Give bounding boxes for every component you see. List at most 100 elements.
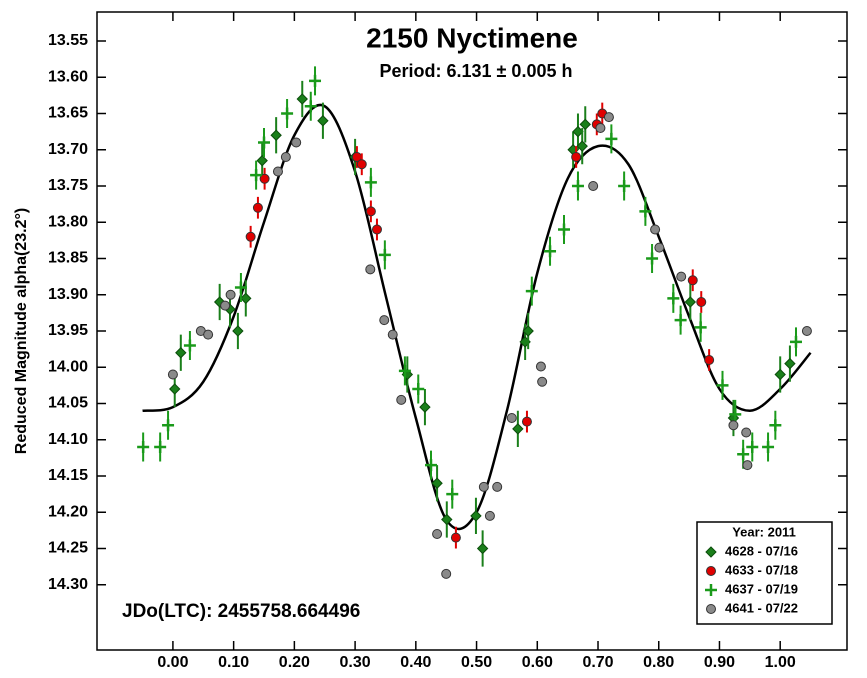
point: [250, 169, 263, 182]
point: [579, 118, 591, 131]
point: [220, 300, 231, 311]
x-tick-label: 0.00: [157, 654, 188, 671]
point: [240, 292, 252, 305]
y-tick-label: 14.25: [48, 540, 88, 557]
x-tick-label: 0.10: [218, 654, 249, 671]
point: [687, 275, 698, 286]
point: [259, 173, 270, 184]
point: [741, 427, 752, 438]
y-tick-label: 13.85: [48, 250, 88, 267]
y-tick-label: 13.70: [48, 141, 88, 158]
point: [484, 510, 495, 521]
point: [618, 180, 631, 192]
point: [280, 152, 291, 162]
point: [506, 413, 517, 423]
point: [571, 152, 582, 162]
point: [742, 460, 753, 471]
point: [784, 357, 796, 370]
point: [441, 513, 453, 526]
point: [379, 315, 390, 326]
legend-marker: [706, 604, 716, 614]
point: [684, 296, 697, 308]
point: [716, 379, 729, 392]
point: [252, 202, 263, 213]
point: [304, 100, 317, 113]
legend-title: Year: 2011: [732, 524, 796, 539]
legend-label: 4641 - 07/22: [725, 600, 798, 615]
point: [558, 223, 571, 236]
point: [737, 448, 750, 461]
point: [446, 488, 459, 501]
y-tick-label: 13.80: [48, 213, 88, 230]
x-tick-label: 0.60: [522, 654, 553, 671]
y-axis-label: Reduced Magnitude alpha(23.2°): [13, 208, 30, 454]
point: [576, 140, 588, 152]
x-tick-label: 0.90: [704, 654, 735, 671]
point: [588, 181, 599, 191]
point: [667, 292, 680, 305]
point: [203, 329, 214, 340]
point: [746, 441, 759, 453]
y-tick-label: 14.05: [48, 395, 88, 412]
legend-marker: [706, 566, 716, 576]
point: [167, 369, 178, 380]
point: [654, 242, 665, 253]
y-tick-label: 14.15: [48, 467, 88, 484]
point: [162, 419, 175, 432]
point: [425, 459, 438, 472]
point: [704, 355, 715, 365]
point: [544, 245, 557, 258]
chart-title: 2150 Nyctimene: [366, 22, 578, 53]
point: [762, 441, 775, 453]
legend-label: 4637 - 07/19: [725, 581, 798, 596]
point: [387, 329, 398, 340]
point: [525, 285, 538, 298]
x-tick-label: 0.30: [340, 654, 371, 671]
point: [232, 325, 244, 337]
y-tick-label: 13.95: [48, 322, 88, 339]
point: [774, 368, 786, 381]
y-tick-label: 13.60: [48, 68, 88, 85]
point: [225, 289, 236, 300]
point: [419, 401, 431, 413]
point: [801, 326, 812, 336]
point: [450, 532, 461, 543]
point: [728, 420, 739, 431]
chart-subtitle: Period: 6.131 ± 0.005 h: [380, 61, 573, 81]
point: [512, 423, 524, 435]
point: [470, 510, 482, 522]
point: [595, 123, 606, 133]
point: [258, 136, 271, 149]
point: [291, 137, 302, 148]
point: [245, 231, 256, 242]
annotation: JDo(LTC): 2455758.664496: [122, 601, 360, 622]
point: [492, 481, 503, 492]
point: [154, 441, 167, 453]
point: [365, 206, 376, 217]
point: [175, 347, 187, 359]
point: [296, 93, 308, 105]
legend-marker: [705, 584, 717, 596]
point: [535, 361, 546, 372]
x-tick-label: 0.50: [461, 654, 492, 671]
legend-label: 4628 - 07/16: [725, 543, 798, 558]
point: [183, 339, 196, 352]
point: [676, 271, 687, 282]
point: [270, 129, 282, 141]
x-tick-label: 0.40: [400, 654, 431, 671]
point: [256, 154, 268, 167]
point: [396, 394, 407, 405]
y-tick-label: 14.20: [48, 503, 88, 520]
point: [441, 568, 452, 579]
point: [137, 441, 150, 453]
legend-box: [696, 521, 833, 625]
point: [674, 314, 687, 327]
point: [603, 112, 614, 123]
point: [356, 159, 367, 170]
y-tick-label: 14.00: [48, 358, 88, 375]
point: [476, 542, 489, 555]
point: [729, 408, 742, 421]
point: [364, 176, 377, 189]
